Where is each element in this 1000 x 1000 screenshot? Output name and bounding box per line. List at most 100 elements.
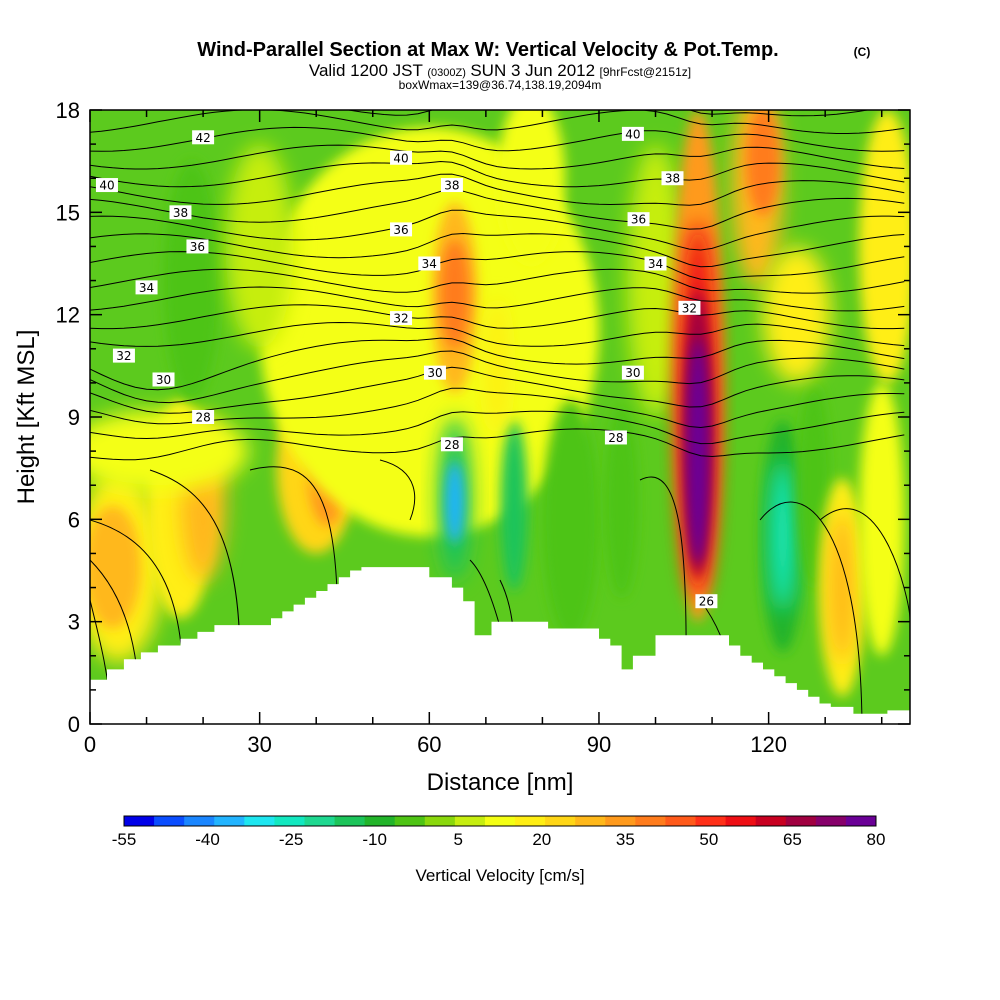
isentrope-label-bg (152, 372, 175, 387)
y-tick-label: 15 (56, 200, 80, 225)
y-tick-label: 3 (68, 610, 80, 635)
subtitle-forecast: [9hrFcst@2151z] (600, 65, 692, 79)
isentrope-label-bg (390, 311, 413, 326)
isentrope-label: 38 (661, 171, 684, 186)
isentrope-label-text: 28 (195, 411, 210, 425)
x-tick-label: 90 (587, 732, 611, 757)
colorbar-swatch (184, 816, 215, 826)
velocity-cell (762, 246, 831, 383)
box-wmax-line: boxWmax=139@36.74,138.19,2094m (399, 78, 602, 92)
colorbar-swatch (454, 816, 486, 826)
velocity-cell (687, 338, 709, 564)
colorbar-swatch (845, 816, 877, 826)
isentrope-label-text: 40 (625, 127, 640, 141)
isentrope-label: 30 (621, 365, 644, 380)
isentrope-label-bg (661, 171, 684, 186)
isentrope-labels: 42 40 40 40 38 38 38 36 36 36 34 34 34 32 32 32 30 30 30 28… (95, 126, 718, 609)
velocity-cell (604, 406, 639, 598)
isentrope-line (90, 126, 905, 152)
velocity-cell (163, 161, 221, 400)
isentrope-label: 32 (678, 300, 701, 315)
isentrope-label-bg (112, 348, 135, 363)
isentrope-label-bg (135, 280, 158, 295)
isentrope-label-text: 36 (393, 223, 408, 237)
chart-title-mark: (C) (854, 45, 871, 59)
isentrope-label-text: 28 (444, 438, 459, 452)
colorbar-swatch (484, 816, 516, 826)
velocity-cell (859, 382, 905, 656)
isentrope-label-bg (169, 205, 192, 220)
isentrope-label: 28 (604, 430, 627, 445)
velocity-cell (500, 420, 528, 591)
isentrope-label: 32 (390, 311, 413, 326)
velocity-cell (497, 110, 566, 264)
isentrope-label-text: 30 (156, 373, 171, 387)
colorbar-swatch (695, 816, 726, 826)
isentrope-label-bg (418, 256, 441, 271)
velocity-cell (859, 110, 910, 383)
isentrope-label-bg (423, 365, 446, 380)
isentrope-line (90, 350, 905, 404)
isentrope-label-text: 40 (393, 151, 408, 165)
colorbar-swatch (545, 816, 576, 826)
isentrope-label-bg (621, 126, 644, 141)
isentrope-line (90, 337, 905, 391)
isentrope-label: 36 (627, 212, 650, 227)
isentrope-label-text: 30 (625, 366, 640, 380)
isentrope-line (90, 410, 905, 445)
x-axis: 0 30 60 90 120 (84, 110, 883, 757)
isentrope-label: 34 (135, 280, 158, 295)
isentrope-label-text: 38 (665, 172, 680, 186)
isentrope-label: 36 (186, 239, 209, 254)
colorbar-swatch (274, 816, 305, 826)
y-tick-label: 0 (68, 712, 80, 737)
isentrope-label: 26 (695, 594, 718, 609)
x-tick-label: 30 (247, 732, 271, 757)
chart-subtitle: Valid 1200 JST (0300Z) SUN 3 Jun 2012 [9… (309, 61, 691, 80)
colorbar-tick-label: 35 (616, 830, 635, 849)
isentrope-line (90, 428, 905, 461)
isentrope-line (90, 189, 905, 230)
isentrope-label-text: 26 (699, 595, 714, 609)
isentrope-line (819, 508, 910, 621)
terrain-mask (90, 567, 910, 724)
colorbar-tick-label: 65 (783, 830, 802, 849)
isentrope-label: 40 (95, 178, 118, 193)
isentrope-line (90, 304, 905, 330)
isentrope-label-bg (440, 437, 463, 452)
velocity-cell (746, 110, 780, 216)
isentrope-label: 34 (418, 256, 441, 271)
colorbar-swatch (304, 816, 335, 826)
y-axis-label: Height [Kft MSL] (13, 330, 40, 505)
x-tick-label: 0 (84, 732, 96, 757)
isentrope-label: 38 (169, 205, 192, 220)
isentrope-line (90, 321, 905, 347)
velocity-field (90, 110, 910, 697)
colorbar-swatch (515, 816, 546, 826)
velocity-cell (225, 144, 294, 349)
isentrope-label: 30 (152, 372, 175, 387)
colorbar-frame (123, 815, 877, 827)
velocity-cell (542, 399, 599, 639)
colorbar-swatch (214, 816, 245, 826)
isentrope-label: 40 (621, 126, 644, 141)
subtitle-date: SUN 3 Jun 2012 (470, 61, 595, 80)
colorbar-swatch (605, 816, 636, 826)
isentrope-line (90, 268, 905, 294)
isentrope-label-bg (192, 130, 215, 145)
isentrope-label-text: 32 (116, 349, 131, 363)
subtitle-valid: Valid 1200 JST (309, 61, 423, 80)
isentrope-label-text: 28 (608, 431, 623, 445)
colorbar-tick-label: 50 (699, 830, 718, 849)
y-tick-label: 12 (56, 303, 80, 328)
colorbar-swatch (244, 816, 275, 826)
isentrope-label-text: 32 (682, 301, 697, 315)
isentrope-line (90, 232, 905, 268)
chart-title: Wind-Parallel Section at Max W: Vertical… (197, 39, 778, 61)
colorbar-tick-label: -10 (362, 830, 387, 849)
isentrope-label-bg (95, 178, 118, 193)
isentrope-label-text: 32 (393, 312, 408, 326)
colorbar-swatch (725, 816, 757, 826)
